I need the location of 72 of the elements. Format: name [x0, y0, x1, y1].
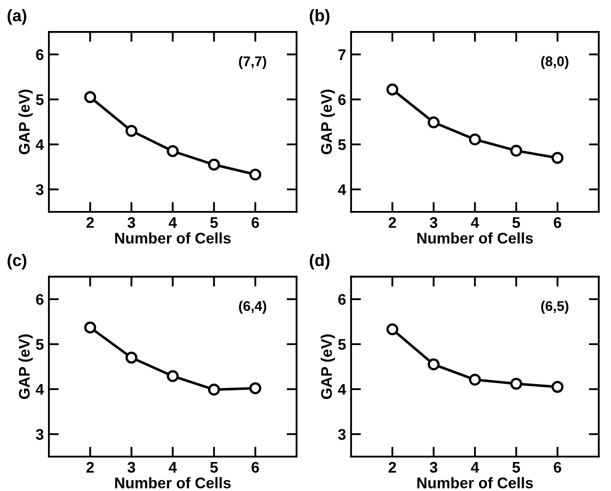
- annotation: (8,0): [541, 56, 568, 69]
- x-tick-label: 4: [470, 217, 480, 228]
- point: [428, 358, 440, 370]
- y-tick-label: 4: [36, 384, 44, 395]
- chart-title: (b): [310, 9, 330, 25]
- x-tick-label: 2: [388, 462, 396, 473]
- x-tick-label: 5: [512, 462, 520, 473]
- y-tick-label: 4: [338, 184, 346, 195]
- y-tick-label: 3: [338, 429, 346, 440]
- point: [208, 384, 220, 396]
- y-tick-label: 5: [36, 94, 44, 106]
- x-axis-title: Number of Cells: [115, 232, 231, 244]
- y-tick-label: 6: [36, 49, 44, 60]
- y-axis-title: GAP (eV): [18, 90, 33, 154]
- point: [249, 168, 262, 181]
- x-tick-label: 2: [388, 217, 396, 228]
- point: [249, 382, 262, 394]
- y-tick-label: 6: [338, 94, 346, 106]
- x-tick-label: 5: [210, 217, 218, 228]
- point: [125, 124, 138, 137]
- point: [208, 158, 220, 171]
- x-tick-label: 6: [252, 217, 259, 228]
- x-tick-label: 4: [470, 462, 480, 473]
- y-axis-title: GAP (eV): [18, 334, 33, 399]
- y-axis-title: GAP (eV): [320, 334, 335, 399]
- x-tick-label: 6: [252, 462, 259, 473]
- x-axis-title: Number of Cells: [115, 477, 231, 488]
- x-tick-label: 2: [86, 462, 94, 473]
- x-tick-label: 6: [554, 217, 562, 228]
- point: [552, 380, 564, 393]
- x-tick-label: 3: [128, 217, 136, 228]
- chart-title: (c): [8, 254, 26, 270]
- x-tick-label: 3: [128, 462, 136, 473]
- point: [84, 91, 96, 104]
- x-tick-label: 3: [430, 217, 438, 228]
- y-axis-title: GAP (eV): [320, 90, 335, 154]
- x-tick-label: 5: [512, 217, 520, 228]
- x-tick-label: 3: [430, 462, 438, 473]
- x-tick-label: 6: [554, 462, 562, 473]
- point: [84, 322, 96, 334]
- point: [166, 145, 179, 158]
- point: [125, 352, 138, 364]
- chart-title: (d): [310, 254, 330, 270]
- x-tick-label: 4: [168, 217, 177, 228]
- point: [468, 133, 481, 146]
- point: [510, 144, 522, 157]
- y-tick-label: 6: [36, 294, 44, 305]
- x-axis-title: Number of Cells: [417, 232, 533, 244]
- annotation: (6,4): [238, 300, 266, 314]
- x-tick-label: 4: [168, 462, 177, 473]
- y-tick-label: 5: [36, 339, 44, 350]
- y-tick-label: 3: [36, 429, 44, 440]
- x-axis-title: Number of Cells: [417, 477, 533, 488]
- y-tick-label: 5: [338, 139, 346, 150]
- y-tick-label: 6: [338, 294, 346, 305]
- annotation: (6,5): [541, 300, 568, 314]
- point: [428, 116, 440, 128]
- y-tick-label: 5: [338, 339, 346, 350]
- point: [468, 374, 481, 386]
- chart-title: (a): [8, 9, 26, 25]
- point: [510, 378, 522, 390]
- y-tick-label: 4: [36, 139, 44, 150]
- point: [552, 152, 564, 164]
- x-tick-label: 2: [86, 217, 94, 228]
- annotation: (7,7): [238, 56, 266, 69]
- y-tick-label: 3: [36, 184, 44, 196]
- point: [386, 323, 398, 336]
- point: [386, 84, 398, 96]
- x-tick-label: 5: [210, 462, 218, 473]
- y-tick-label: 7: [338, 49, 346, 60]
- point: [166, 370, 179, 382]
- y-tick-label: 4: [338, 384, 346, 395]
